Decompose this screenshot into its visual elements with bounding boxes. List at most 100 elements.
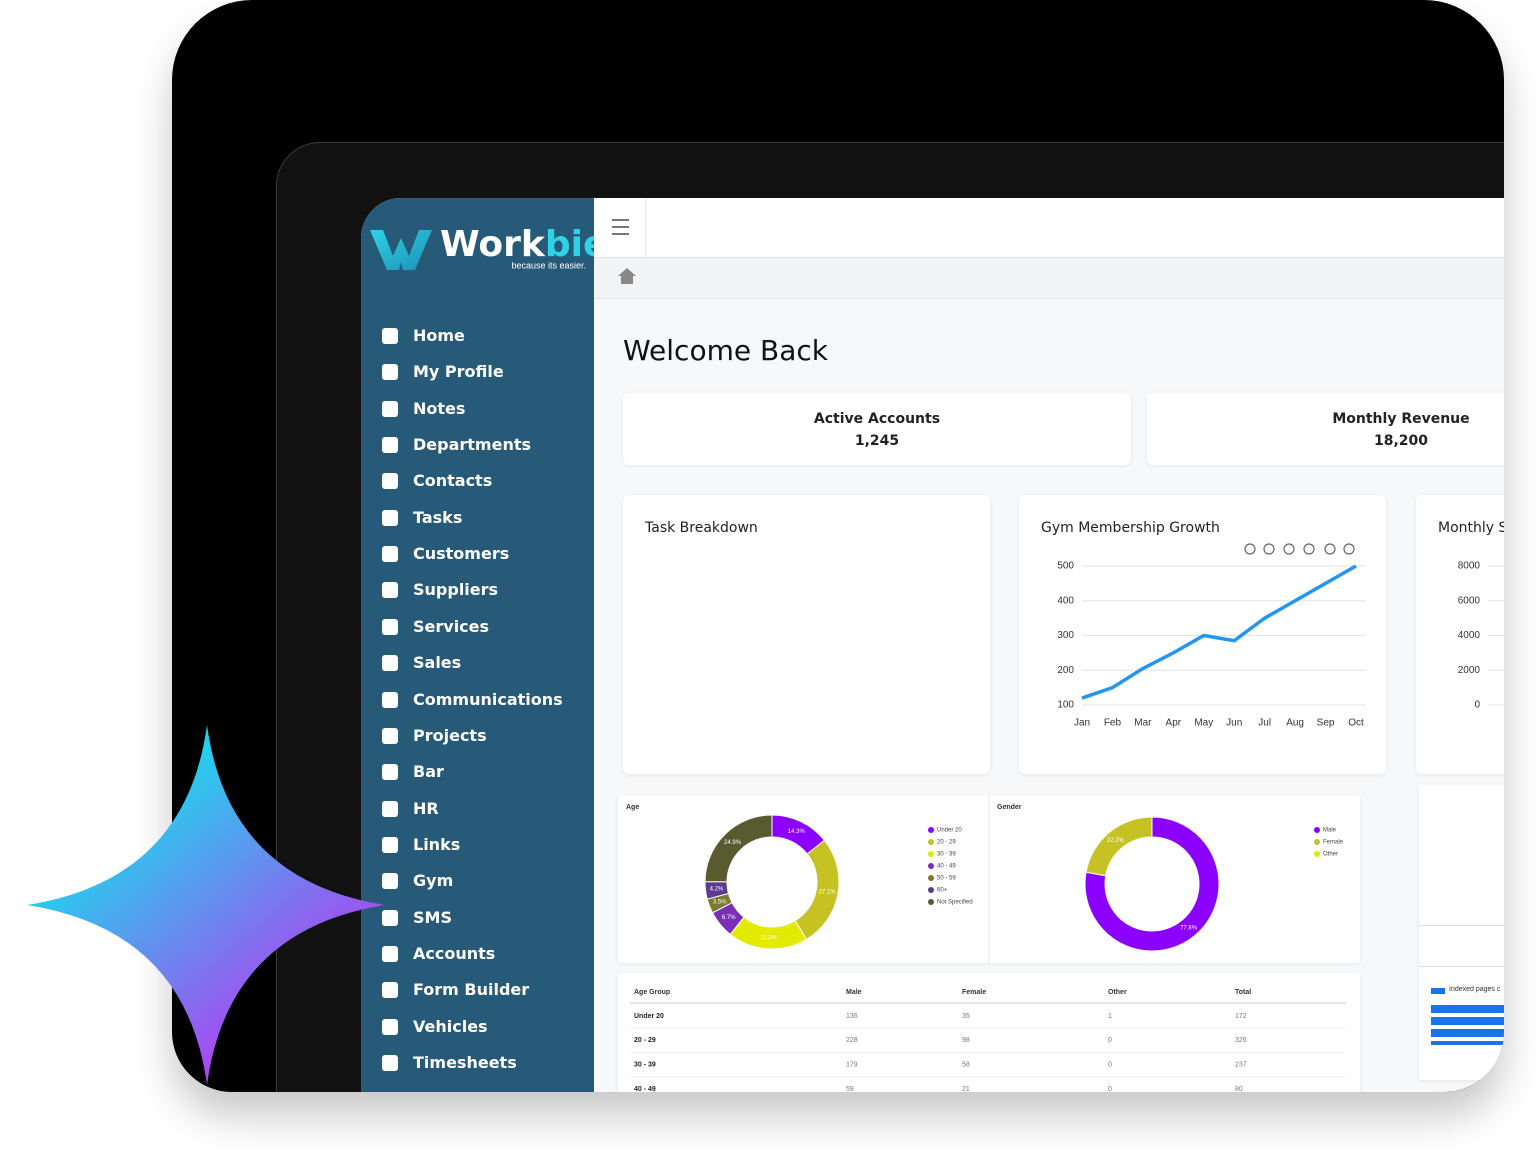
- menu-text: Projects: [413, 725, 487, 745]
- table-cell: 326: [1235, 1037, 1247, 1044]
- table-cell: 1: [1108, 1013, 1112, 1020]
- table-header: Female: [962, 989, 986, 996]
- menu-icon: [382, 328, 398, 344]
- table-panel: Age Group Male Female Other Total Under 20 136…: [618, 973, 1360, 1092]
- legend-swatch: [928, 875, 934, 881]
- legend-text: 50 - 59: [937, 876, 956, 882]
- menu-item[interactable]: Vehicles: [361, 1012, 594, 1042]
- table-cell: 20 - 29: [634, 1037, 656, 1044]
- menu-text: Home: [413, 326, 465, 345]
- table-header: Age Group: [634, 989, 670, 996]
- menu-item[interactable]: SMS: [361, 903, 594, 933]
- chart-card: Gym Membership Growth 100 200 300 400 500 Jan F…: [1019, 495, 1386, 774]
- slice-label: 24.9%: [724, 840, 742, 846]
- toolbar-icon: [1303, 543, 1315, 555]
- menu-item[interactable]: Customers: [361, 539, 594, 569]
- menu-item[interactable]: Form Builder: [361, 975, 594, 1005]
- menu-item[interactable]: Bar: [361, 757, 594, 787]
- menu-icon: [382, 727, 398, 744]
- legend-text: Indexed pages c: [1449, 986, 1501, 993]
- menu-item[interactable]: Communications: [361, 685, 594, 715]
- x-tick-label: Jan: [1074, 718, 1090, 729]
- menu-text: Communications: [413, 689, 563, 709]
- legend-swatch: [928, 887, 934, 893]
- donut-panel: Age 14.3% 27.1% 19.3% 6.7% 3.5% 4.2% 24.9% Under…: [618, 795, 1360, 963]
- table-cell: 80: [1235, 1086, 1243, 1092]
- menu-text: Suppliers: [413, 580, 499, 600]
- age-table: Age Group Male Female Other Total Under 20 136…: [630, 989, 1346, 1092]
- menu-icon: [382, 764, 398, 781]
- menu-item[interactable]: Notes: [361, 394, 594, 424]
- menu-icon: [382, 1055, 398, 1071]
- menu-icon: [382, 509, 398, 526]
- logo: Workbie because its easier.: [370, 224, 594, 270]
- top-bar: [594, 198, 1504, 258]
- donut-charts: Age 14.3% 27.1% 19.3% 6.7% 3.5% 4.2% 24.9% Under…: [626, 795, 1344, 963]
- app-screen: Workbie because its easier. Home My Profi…: [361, 198, 1504, 1092]
- card-title: Task Breakdown: [645, 520, 758, 536]
- legend-swatch: [1314, 851, 1320, 857]
- menu-item[interactable]: Departments: [361, 430, 594, 460]
- donut-slice: [1084, 816, 1220, 952]
- menu-text: Notes: [413, 398, 466, 418]
- legend-text: 60+: [937, 888, 948, 894]
- table-cell: 30 - 39: [634, 1062, 656, 1069]
- x-tick-label: Jun: [1226, 718, 1242, 729]
- y-tick-label: 4000: [1458, 630, 1481, 641]
- y-tick-label: 300: [1057, 630, 1074, 641]
- chart: Monthly S02000400060008000M: [1438, 520, 1504, 711]
- menu-item[interactable]: My Profile: [361, 357, 594, 387]
- menu-icon: [382, 836, 398, 853]
- table-cell: 0: [1108, 1037, 1112, 1044]
- table-cell: 136: [846, 1013, 858, 1020]
- task-card: Task Breakdown: [623, 495, 990, 774]
- menu-icon: [382, 655, 398, 672]
- menu-item[interactable]: Services: [361, 612, 594, 642]
- menu-text: Customers: [413, 544, 510, 564]
- menu-icon: [382, 909, 398, 926]
- menu-icon: [382, 1018, 398, 1035]
- table-header: Total: [1235, 989, 1251, 996]
- legend-swatch: [1314, 827, 1320, 833]
- menu-text: Tasks: [413, 507, 463, 527]
- menu-item[interactable]: HR: [361, 794, 594, 824]
- menu-item[interactable]: Contacts: [361, 466, 594, 496]
- stat-label: Active Accounts: [813, 411, 941, 427]
- y-tick-label: 2000: [1458, 665, 1481, 676]
- table-cell: 59: [846, 1086, 854, 1092]
- menu-item[interactable]: Home: [361, 321, 594, 351]
- menu-toggle[interactable]: [594, 198, 654, 257]
- x-tick-label: Feb: [1104, 718, 1122, 729]
- legend-swatch: [928, 839, 934, 845]
- x-tick-label: Aug: [1286, 718, 1304, 729]
- menu-item[interactable]: Suppliers: [361, 575, 594, 605]
- donut-slice: [729, 916, 808, 950]
- table-cell: 172: [1235, 1013, 1247, 1020]
- breadcrumb: [594, 258, 1504, 299]
- table-cell: 40 - 49: [634, 1086, 656, 1092]
- y-tick-label: 8000: [1458, 561, 1481, 572]
- menu-item[interactable]: Links: [361, 830, 594, 860]
- traffic-bar: [1431, 1041, 1504, 1045]
- table-cell: 179: [846, 1062, 858, 1069]
- menu-item[interactable]: Tasks: [361, 503, 594, 533]
- menu-item[interactable]: Timesheets: [361, 1048, 594, 1078]
- sparkle-decoration: [27, 725, 385, 1085]
- menu-item[interactable]: Sales: [361, 648, 594, 678]
- menu-item[interactable]: Projects: [361, 721, 594, 751]
- menu-item[interactable]: Gym: [361, 866, 594, 896]
- menu-icon: [382, 546, 398, 563]
- menu-text: Services: [413, 616, 490, 636]
- y-tick-label: 200: [1057, 665, 1074, 676]
- menu-item[interactable]: Accounts: [361, 939, 594, 969]
- menu-icon: [382, 873, 398, 890]
- home-crumb[interactable]: [608, 258, 648, 298]
- menu-icon: [382, 691, 398, 708]
- menu-text: Form Builder: [413, 980, 530, 1000]
- table-cell: 237: [1235, 1062, 1247, 1069]
- slice-label: 77.8%: [1180, 925, 1198, 931]
- table-cell: 228: [846, 1037, 858, 1044]
- legend-text: Other: [1323, 852, 1338, 858]
- menu-icon: [382, 618, 398, 635]
